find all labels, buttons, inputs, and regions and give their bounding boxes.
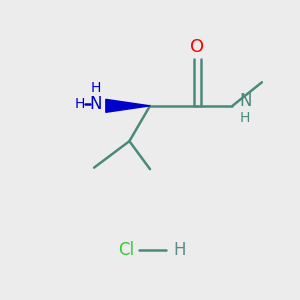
Text: N: N <box>240 92 252 110</box>
Text: O: O <box>190 38 204 56</box>
Text: H: H <box>90 81 101 94</box>
Text: H: H <box>173 241 186 259</box>
Polygon shape <box>106 99 150 112</box>
Text: N: N <box>89 95 102 113</box>
Text: H: H <box>240 111 250 125</box>
Text: H: H <box>74 98 85 111</box>
Text: Cl: Cl <box>118 241 134 259</box>
